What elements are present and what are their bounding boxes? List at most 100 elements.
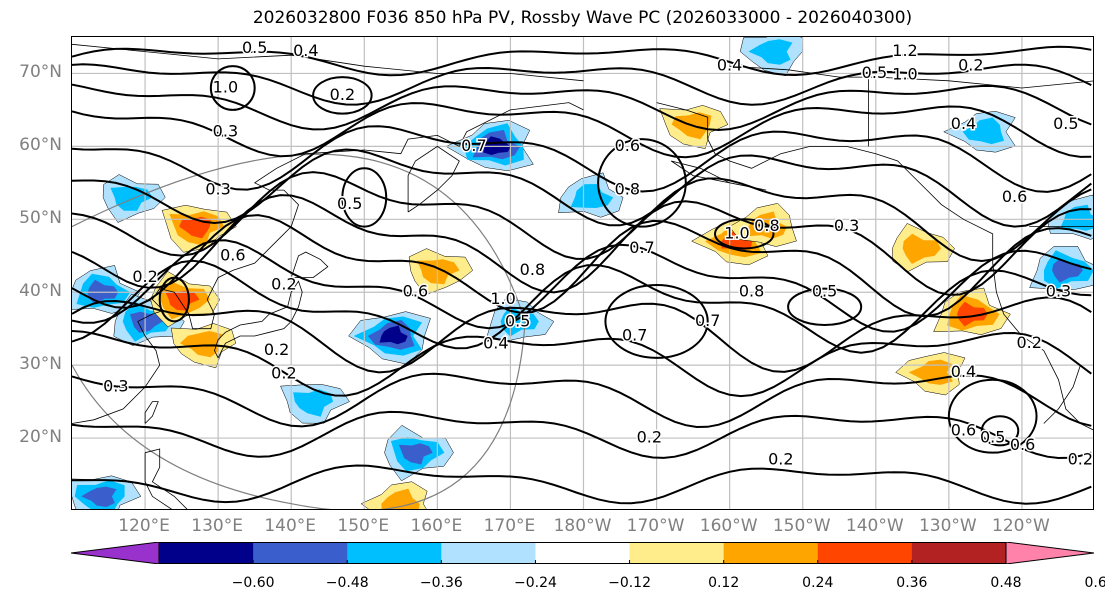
pc-anomaly-negative xyxy=(293,389,334,417)
colorbar-segment xyxy=(159,542,254,564)
longitude-tick-label: 140°E xyxy=(264,516,317,536)
colorbar-tick-label: −0.36 xyxy=(419,575,463,591)
colorbar-tick-label: −0.24 xyxy=(513,575,557,591)
contour-label: 0.8 xyxy=(520,260,545,279)
pv-contour-closed xyxy=(312,76,373,115)
contour-label: 0.6 xyxy=(951,420,976,439)
longitude-tick-label: 160°W xyxy=(699,516,758,536)
contour-label: 0.3 xyxy=(1046,282,1071,301)
contour-label: 0.3 xyxy=(213,121,238,140)
longitude-tick-label: 180°W xyxy=(553,516,612,536)
coastline xyxy=(72,43,584,82)
contour-labels: 0.20.40.51.00.30.30.60.2 0.20.30.20.20.50… xyxy=(102,37,1093,470)
contour-label: 0.5 xyxy=(505,312,530,331)
colorbar-segment xyxy=(253,542,348,564)
contour-label: 0.5 xyxy=(980,428,1005,447)
colorbar-segment xyxy=(347,542,442,564)
longitude-tick-label: 120°E xyxy=(118,516,170,536)
pv-contour-closed xyxy=(980,415,1020,447)
contour-label: 0.2 xyxy=(271,274,296,293)
pv-contour-closed xyxy=(341,167,388,228)
colorbar-tick-label: 0.24 xyxy=(802,575,834,591)
contour-label: 0.5 xyxy=(812,282,837,301)
contour-label: 1.0 xyxy=(490,289,515,308)
colorbar-segment xyxy=(535,542,631,564)
contour-label: 0.6 xyxy=(1010,435,1035,454)
pv-contour-closed xyxy=(947,378,1038,454)
pv-contour-line xyxy=(72,464,1092,505)
pv-contour-line xyxy=(72,45,1092,77)
pv-contour-closed xyxy=(209,65,256,111)
contour-label: 0.2 xyxy=(271,363,296,382)
contour-label: 0.8 xyxy=(739,282,764,301)
contour-label: 0.4 xyxy=(717,56,742,75)
latitude-tick-label: 50°N xyxy=(19,208,62,229)
contour-label: 0.3 xyxy=(834,216,859,235)
longitude-tick-label: 160°E xyxy=(410,516,463,536)
colorbar-segment xyxy=(441,542,536,564)
pc-anomaly-negative xyxy=(748,39,793,65)
pv-contour-line xyxy=(72,63,1092,106)
pv-contour-line xyxy=(72,83,1092,132)
pv-contour-line xyxy=(72,410,1092,460)
contour-label: 0.2 xyxy=(132,267,157,286)
latitude-tick-label: 20°N xyxy=(19,427,62,448)
contour-label: 0.8 xyxy=(754,216,779,235)
contour-label: 0.2 xyxy=(768,450,793,469)
coastline xyxy=(407,145,460,213)
figure-title: 2026032800 F036 850 hPa PV, Rossby Wave … xyxy=(252,8,913,28)
coastline xyxy=(144,448,188,509)
contour-label: 0.3 xyxy=(103,377,128,396)
contour-label: 0.7 xyxy=(629,238,654,257)
coastline xyxy=(72,102,584,424)
contour-label: 0.6 xyxy=(1002,187,1027,206)
pv-contour-closed xyxy=(604,283,709,359)
contour-label: 0.7 xyxy=(695,311,720,330)
contour-label: 0.6 xyxy=(615,136,640,155)
contour-label: 0.2 xyxy=(1068,450,1093,469)
contour-label: 1.0 xyxy=(724,223,749,242)
coastline xyxy=(144,401,159,424)
contour-label: 0.5 xyxy=(242,38,267,57)
pv-contour-line xyxy=(72,372,1092,429)
contour-label: 0.4 xyxy=(483,334,508,353)
contour-label: 0.5 xyxy=(1053,114,1078,133)
pv-contour-line xyxy=(72,296,1092,374)
coastline xyxy=(214,280,303,359)
pc-anomaly-positive xyxy=(902,233,941,264)
contour-label: 0.2 xyxy=(264,340,289,359)
pv-contour-closed xyxy=(714,218,775,250)
colorbar-tick-label: −0.60 xyxy=(231,575,275,591)
pv-contours xyxy=(72,45,1092,505)
contour-label: 0.2 xyxy=(1016,333,1041,352)
pc-anomaly-negative xyxy=(398,443,433,465)
longitude-tick-label: 130°E xyxy=(191,516,243,536)
pv-contour-line xyxy=(72,330,1092,398)
pv-contour-closed xyxy=(597,138,687,228)
contour-label: 0.4 xyxy=(951,114,976,133)
colorbar-tick-label: −0.12 xyxy=(608,575,651,591)
pc-anomaly-positive xyxy=(165,290,200,311)
latitude-tick-label: 40°N xyxy=(19,281,62,302)
contour-label: 0.6 xyxy=(220,245,245,264)
latitude-tick-label: 60°N xyxy=(19,135,62,156)
contour-label: 0.5 xyxy=(337,194,362,213)
colorbar-segment xyxy=(817,542,913,564)
map-canvas: 0.20.40.51.00.30.30.60.2 0.20.30.20.20.50… xyxy=(72,37,1093,509)
colorbar-segment xyxy=(911,542,1007,564)
coastline xyxy=(290,251,329,278)
contour-label: 1.2 xyxy=(892,41,917,60)
map-panel[interactable]: 0.2 0.4 0.5 1.0 0.3 0.3 0.6 0.2 0.2 0.3 0.2 0.2 0.5 0… xyxy=(71,36,1094,510)
reference-circle xyxy=(72,153,526,509)
colorbar-tick-label: 0.60 xyxy=(1084,575,1105,591)
contour-label: 0.4 xyxy=(293,41,318,60)
pc-anomaly-positive xyxy=(957,301,988,327)
pc-anomaly-negative xyxy=(379,325,408,345)
colorbar-segment xyxy=(629,542,725,564)
contour-label: 0.7 xyxy=(461,136,486,155)
colorbar-tick-label: 0.12 xyxy=(708,575,740,591)
latitude-tick-label: 70°N xyxy=(19,62,62,83)
contour-label: 0.2 xyxy=(330,85,355,104)
pc-anomaly-negative xyxy=(130,311,163,333)
longitude-tick-label: 120°W xyxy=(992,516,1050,536)
